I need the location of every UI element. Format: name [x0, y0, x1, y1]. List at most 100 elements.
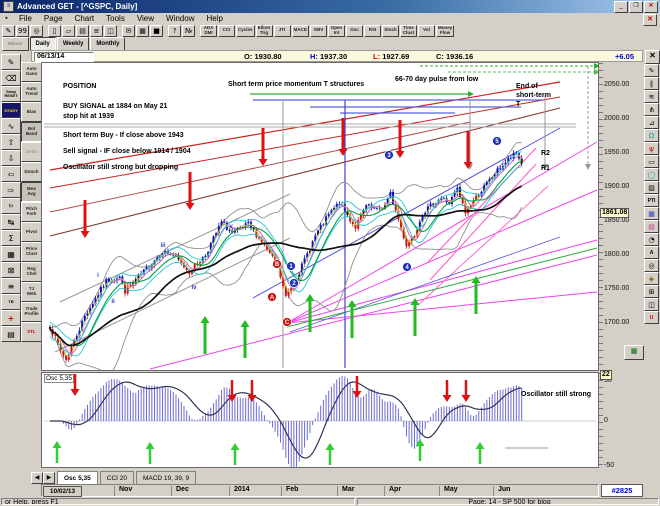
menu-tools[interactable]: Tools: [106, 14, 125, 23]
study-reg-chnl[interactable]: Reg Chnl: [21, 262, 42, 282]
fib-retracement-icon[interactable]: ≋: [644, 90, 659, 103]
study-button-stoch[interactable]: Stoch: [382, 24, 400, 37]
pti-button[interactable]: PTI: [644, 194, 659, 207]
pushpin-icon[interactable]: ✎: [2, 24, 15, 37]
study-button-cycles[interactable]: Cycles: [236, 24, 255, 37]
snap-reset-button[interactable]: Snap RESET: [1, 86, 21, 102]
mail-icon[interactable]: ✉: [122, 24, 135, 37]
tab-scroll-right-button[interactable]: ▶: [43, 472, 55, 484]
hatch-icon[interactable]: ▨: [644, 181, 659, 194]
study-button-jti[interactable]: JTI: [273, 24, 291, 37]
zoom-icon[interactable]: ◎: [644, 259, 659, 272]
study-button[interactable]: STUDY: [1, 102, 21, 118]
cursor-date-box[interactable]: 06/13/14: [34, 52, 94, 62]
study-button-open-int[interactable]: Open Int: [328, 24, 346, 37]
study-tab-cci-20[interactable]: CCI 20: [99, 471, 134, 484]
update-button[interactable]: U: [644, 311, 659, 324]
date-axis[interactable]: 10/02/13 Nov Dec 2014 Feb Mar Apr May Jun: [41, 484, 599, 497]
save-icon[interactable]: ▤: [76, 24, 89, 37]
context-help-icon[interactable]: №: [182, 24, 195, 37]
study-trade-profile[interactable]: Trade Profile: [21, 302, 42, 322]
study-donch[interactable]: Donch: [21, 162, 42, 182]
menu-help[interactable]: Help: [206, 14, 223, 23]
menu-chart[interactable]: Chart: [74, 14, 95, 23]
study-auto-trend[interactable]: Auto Trend: [21, 82, 42, 102]
pitchfork-icon[interactable]: ψ: [644, 142, 659, 155]
study-tab-osc-5-35[interactable]: Osc 5,35: [57, 471, 98, 484]
study-delta[interactable]: Delta: [21, 142, 42, 162]
menu-page[interactable]: Page: [43, 14, 63, 23]
text-tool-icon[interactable]: A: [644, 246, 659, 259]
tab-weekly[interactable]: Weekly: [56, 37, 90, 51]
chart-grid-icon[interactable]: ▦: [136, 24, 149, 37]
tab-scroll-left-button[interactable]: ◀: [31, 472, 43, 484]
eraser-icon[interactable]: ⌫: [1, 70, 21, 86]
menu-file[interactable]: File: [19, 14, 32, 23]
toolbox-icon[interactable]: TB: [1, 294, 21, 310]
maximize-button[interactable]: ❐: [629, 1, 643, 13]
rectangle-icon[interactable]: ▭: [644, 155, 659, 168]
study-button-adx-dmi[interactable]: ADX DMI: [200, 24, 217, 37]
study-button-time-clust[interactable]: Time Clust: [400, 24, 418, 37]
stop-icon[interactable]: ■: [150, 24, 163, 37]
quote-icon[interactable]: 99: [16, 24, 29, 37]
arrow-left-icon[interactable]: ⇦: [1, 166, 21, 182]
search-icon[interactable]: ◎: [30, 24, 43, 37]
gann-angle-icon[interactable]: ⊿: [644, 116, 659, 129]
gann-grid-icon[interactable]: ▦: [644, 207, 659, 220]
menu-view[interactable]: View: [136, 14, 155, 23]
add-study-icon[interactable]: +: [1, 310, 21, 326]
time-icon[interactable]: ◔: [644, 233, 659, 246]
fib-time-icon[interactable]: ⋔: [644, 103, 659, 116]
bar-count-icon[interactable]: ¶1: [1, 198, 21, 214]
oscillator-chart[interactable]: Oscillator still strong: [42, 373, 598, 467]
study-tj-web[interactable]: TJ Web: [21, 282, 42, 302]
grid-icon[interactable]: ▦: [1, 246, 21, 262]
pointer-icon[interactable]: ✎: [1, 54, 21, 70]
child-window-icon[interactable]: ▪: [5, 15, 8, 22]
colors-icon[interactable]: ◈: [644, 272, 659, 285]
elliott-waves-icon[interactable]: ∿: [1, 118, 21, 134]
ears-icon[interactable]: Ω: [644, 129, 659, 142]
ellipse-icon[interactable]: ◯: [644, 168, 659, 181]
portfolio-icon[interactable]: ▤: [1, 326, 21, 342]
study-tab-macd-19-39-9[interactable]: MACD 19, 39, 9: [135, 471, 197, 484]
arrow-down-icon[interactable]: ⇩: [1, 150, 21, 166]
minimize-button[interactable]: _: [614, 1, 628, 13]
compress-icon[interactable]: ↹: [1, 214, 21, 230]
title-bar[interactable]: ≡ Advanced GET - [^GSPC, Daily] _ ❐ ✕: [0, 0, 660, 13]
child-close-button[interactable]: ✕: [643, 14, 657, 26]
study-pitch-fork[interactable]: Pitch Fork: [21, 202, 42, 222]
arrow-up-icon[interactable]: ⇧: [1, 134, 21, 150]
study-button-vol[interactable]: Vol: [418, 24, 436, 37]
study-button-rsi[interactable]: RSI: [364, 24, 382, 37]
study-xtl[interactable]: XTL: [21, 322, 42, 342]
tab-daily[interactable]: Daily: [29, 37, 56, 51]
study-bol-band[interactable]: Bol Band: [21, 122, 42, 142]
open-icon[interactable]: ▱: [62, 24, 75, 37]
study-button-money-flow[interactable]: Money Flow: [436, 24, 455, 37]
study-button-obv[interactable]: OBV: [310, 24, 328, 37]
new-page-icon[interactable]: ▯: [48, 24, 61, 37]
study-price-clust[interactable]: Price Clust: [21, 242, 42, 262]
close-button[interactable]: ✕: [644, 1, 658, 13]
mob-icon[interactable]: ▤: [644, 220, 659, 233]
chart-close-button[interactable]: ✕: [645, 50, 660, 64]
expand-icon[interactable]: ⊞: [644, 285, 659, 298]
study-button-cci[interactable]: CCI: [218, 24, 235, 37]
copy-icon[interactable]: ◫: [644, 298, 659, 311]
study-pivot[interactable]: Pivot: [21, 222, 42, 242]
stats-icon[interactable]: Σ: [1, 230, 21, 246]
menu-window[interactable]: Window: [166, 14, 195, 23]
chart-properties-button[interactable]: ▦: [624, 345, 644, 360]
tab-monthly[interactable]: Monthly: [90, 37, 126, 51]
trendline-icon[interactable]: ∥: [644, 77, 659, 90]
pencil-icon[interactable]: ✎: [644, 64, 659, 77]
gann-lines-icon[interactable]: ≡: [1, 278, 21, 294]
study-bias[interactable]: Bias: [21, 102, 42, 122]
print-icon[interactable]: ≡: [90, 24, 103, 37]
help-icon[interactable]: ?: [168, 24, 181, 37]
study-auto-gann[interactable]: Auto Gann: [21, 62, 42, 82]
study-button-macd[interactable]: MACD: [291, 24, 310, 37]
